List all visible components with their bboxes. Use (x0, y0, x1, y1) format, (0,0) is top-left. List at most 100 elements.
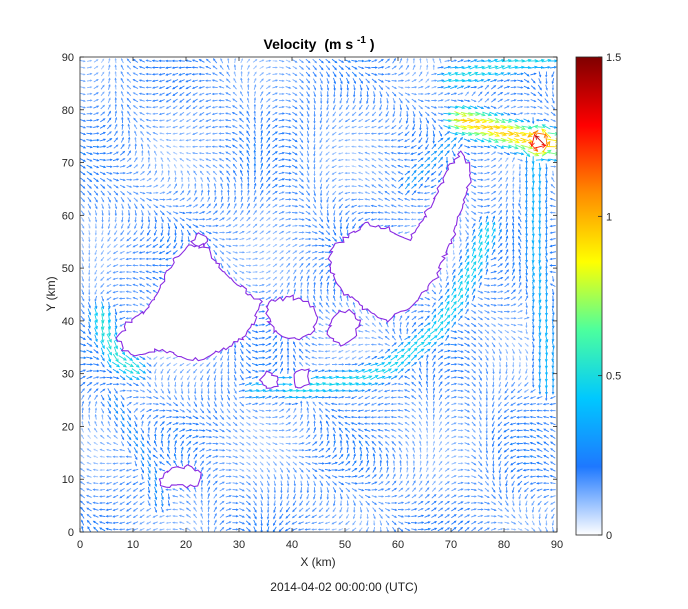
velocity-vector (106, 361, 112, 368)
title-main: Velocity (264, 36, 317, 52)
velocity-vector-head (169, 409, 173, 412)
velocity-vector-head (282, 178, 286, 181)
velocity-vector-head (193, 377, 196, 381)
velocity-vector (112, 353, 119, 362)
velocity-vector-head (139, 482, 142, 485)
velocity-vector-head (103, 370, 107, 373)
velocity-vector-head (132, 85, 136, 88)
velocity-vector (161, 499, 164, 507)
velocity-vector-head (229, 495, 232, 498)
velocity-vector-head (214, 398, 217, 401)
velocity-vector-head (178, 501, 182, 504)
velocity-vector-head (229, 244, 232, 248)
velocity-vector (94, 301, 97, 309)
velocity-vector-head (273, 523, 276, 526)
velocity-vector-head (121, 123, 124, 127)
velocity-vector-head (103, 145, 107, 148)
velocity-vector-head (268, 362, 272, 366)
velocity-vector-head (103, 165, 107, 169)
velocity-vector-head (129, 396, 133, 399)
velocity-vector-head (260, 510, 263, 513)
velocity-vector-head (126, 58, 130, 61)
velocity-vector-head (155, 415, 159, 418)
velocity-vector-head (295, 402, 299, 405)
velocity-vector-head (202, 442, 206, 445)
velocity-vector-head (241, 351, 244, 355)
velocity-vector-head (282, 79, 285, 82)
velocity-vector-head (240, 77, 243, 81)
velocity-vector (246, 143, 251, 150)
velocity-vector-head (165, 515, 169, 518)
velocity-vector (272, 138, 278, 143)
velocity-vector-head (288, 442, 292, 445)
velocity-vector-head (172, 86, 175, 90)
velocity-vector-head (254, 196, 257, 199)
velocity-vector-head (288, 243, 291, 247)
velocity-vector (284, 396, 292, 399)
velocity-vector-head (231, 125, 235, 128)
velocity-vector-head (225, 78, 229, 81)
velocity-vector-head (242, 271, 245, 274)
velocity-vector-head (268, 85, 271, 88)
velocity-vector-head (288, 86, 292, 89)
velocity-vector-head (280, 341, 283, 344)
velocity-vector-head (253, 162, 257, 166)
velocity-vector-head (194, 189, 197, 193)
velocity-vector (258, 396, 265, 399)
velocity-vector-head (281, 250, 284, 253)
velocity-vector-head (260, 103, 263, 107)
velocity-vector-head (172, 488, 175, 491)
velocity-vector-head (109, 158, 113, 162)
velocity-vector-head (179, 158, 182, 161)
velocity-vector-head (214, 493, 218, 497)
velocity-vector-head (261, 244, 265, 247)
velocity-vector-head (147, 226, 150, 230)
velocity-vector-head (214, 512, 217, 516)
velocity-vector-head (200, 398, 204, 401)
velocity-vector-head (189, 428, 193, 432)
velocity-vector-head (241, 430, 245, 433)
velocity-vector-head (275, 230, 278, 233)
velocity-vector-head (293, 490, 296, 494)
velocity-vector (277, 390, 286, 392)
velocity-vector-head (195, 435, 199, 438)
velocity-vector-head (94, 427, 97, 431)
velocity-vector-head (195, 410, 198, 414)
velocity-vector-head (218, 105, 221, 109)
velocity-vector-head (281, 211, 285, 214)
velocity-vector-head (247, 202, 250, 206)
velocity-vector-head (222, 455, 226, 458)
velocity-vector-head (146, 509, 149, 512)
velocity-vector-head (109, 145, 113, 148)
velocity-vector-head (222, 488, 225, 491)
velocity-vector-head (254, 223, 258, 227)
velocity-vector-head (255, 370, 259, 373)
velocity-vector (128, 137, 130, 143)
velocity-vector-head (176, 205, 179, 208)
velocity-vector (80, 507, 85, 513)
velocity-vector-head (232, 163, 236, 167)
velocity-vector-head (254, 476, 257, 479)
velocity-vector-head (295, 449, 299, 452)
velocity-vector-head (136, 364, 140, 368)
velocity-vector (153, 229, 158, 236)
velocity-vector-head (248, 430, 251, 433)
velocity-vector-head (174, 391, 177, 395)
velocity-vector-head (268, 230, 271, 233)
velocity-vector-head (92, 495, 96, 498)
velocity-vector-head (221, 259, 224, 262)
velocity-vector-head (96, 376, 100, 379)
velocity-vector-head (254, 456, 258, 459)
velocity-vector-head (209, 224, 212, 228)
velocity-vector-head (92, 468, 96, 471)
velocity-vector-head (221, 410, 224, 414)
velocity-vector-head (132, 264, 135, 267)
velocity-vector-head (114, 312, 118, 316)
velocity-vector-head (261, 456, 264, 459)
velocity-vector-head (248, 463, 251, 466)
velocity-vector-head (96, 179, 99, 183)
velocity-vector-head (135, 164, 139, 167)
velocity-vector (173, 460, 178, 467)
velocity-vector-head (242, 382, 246, 386)
velocity-vector-head (212, 65, 215, 68)
